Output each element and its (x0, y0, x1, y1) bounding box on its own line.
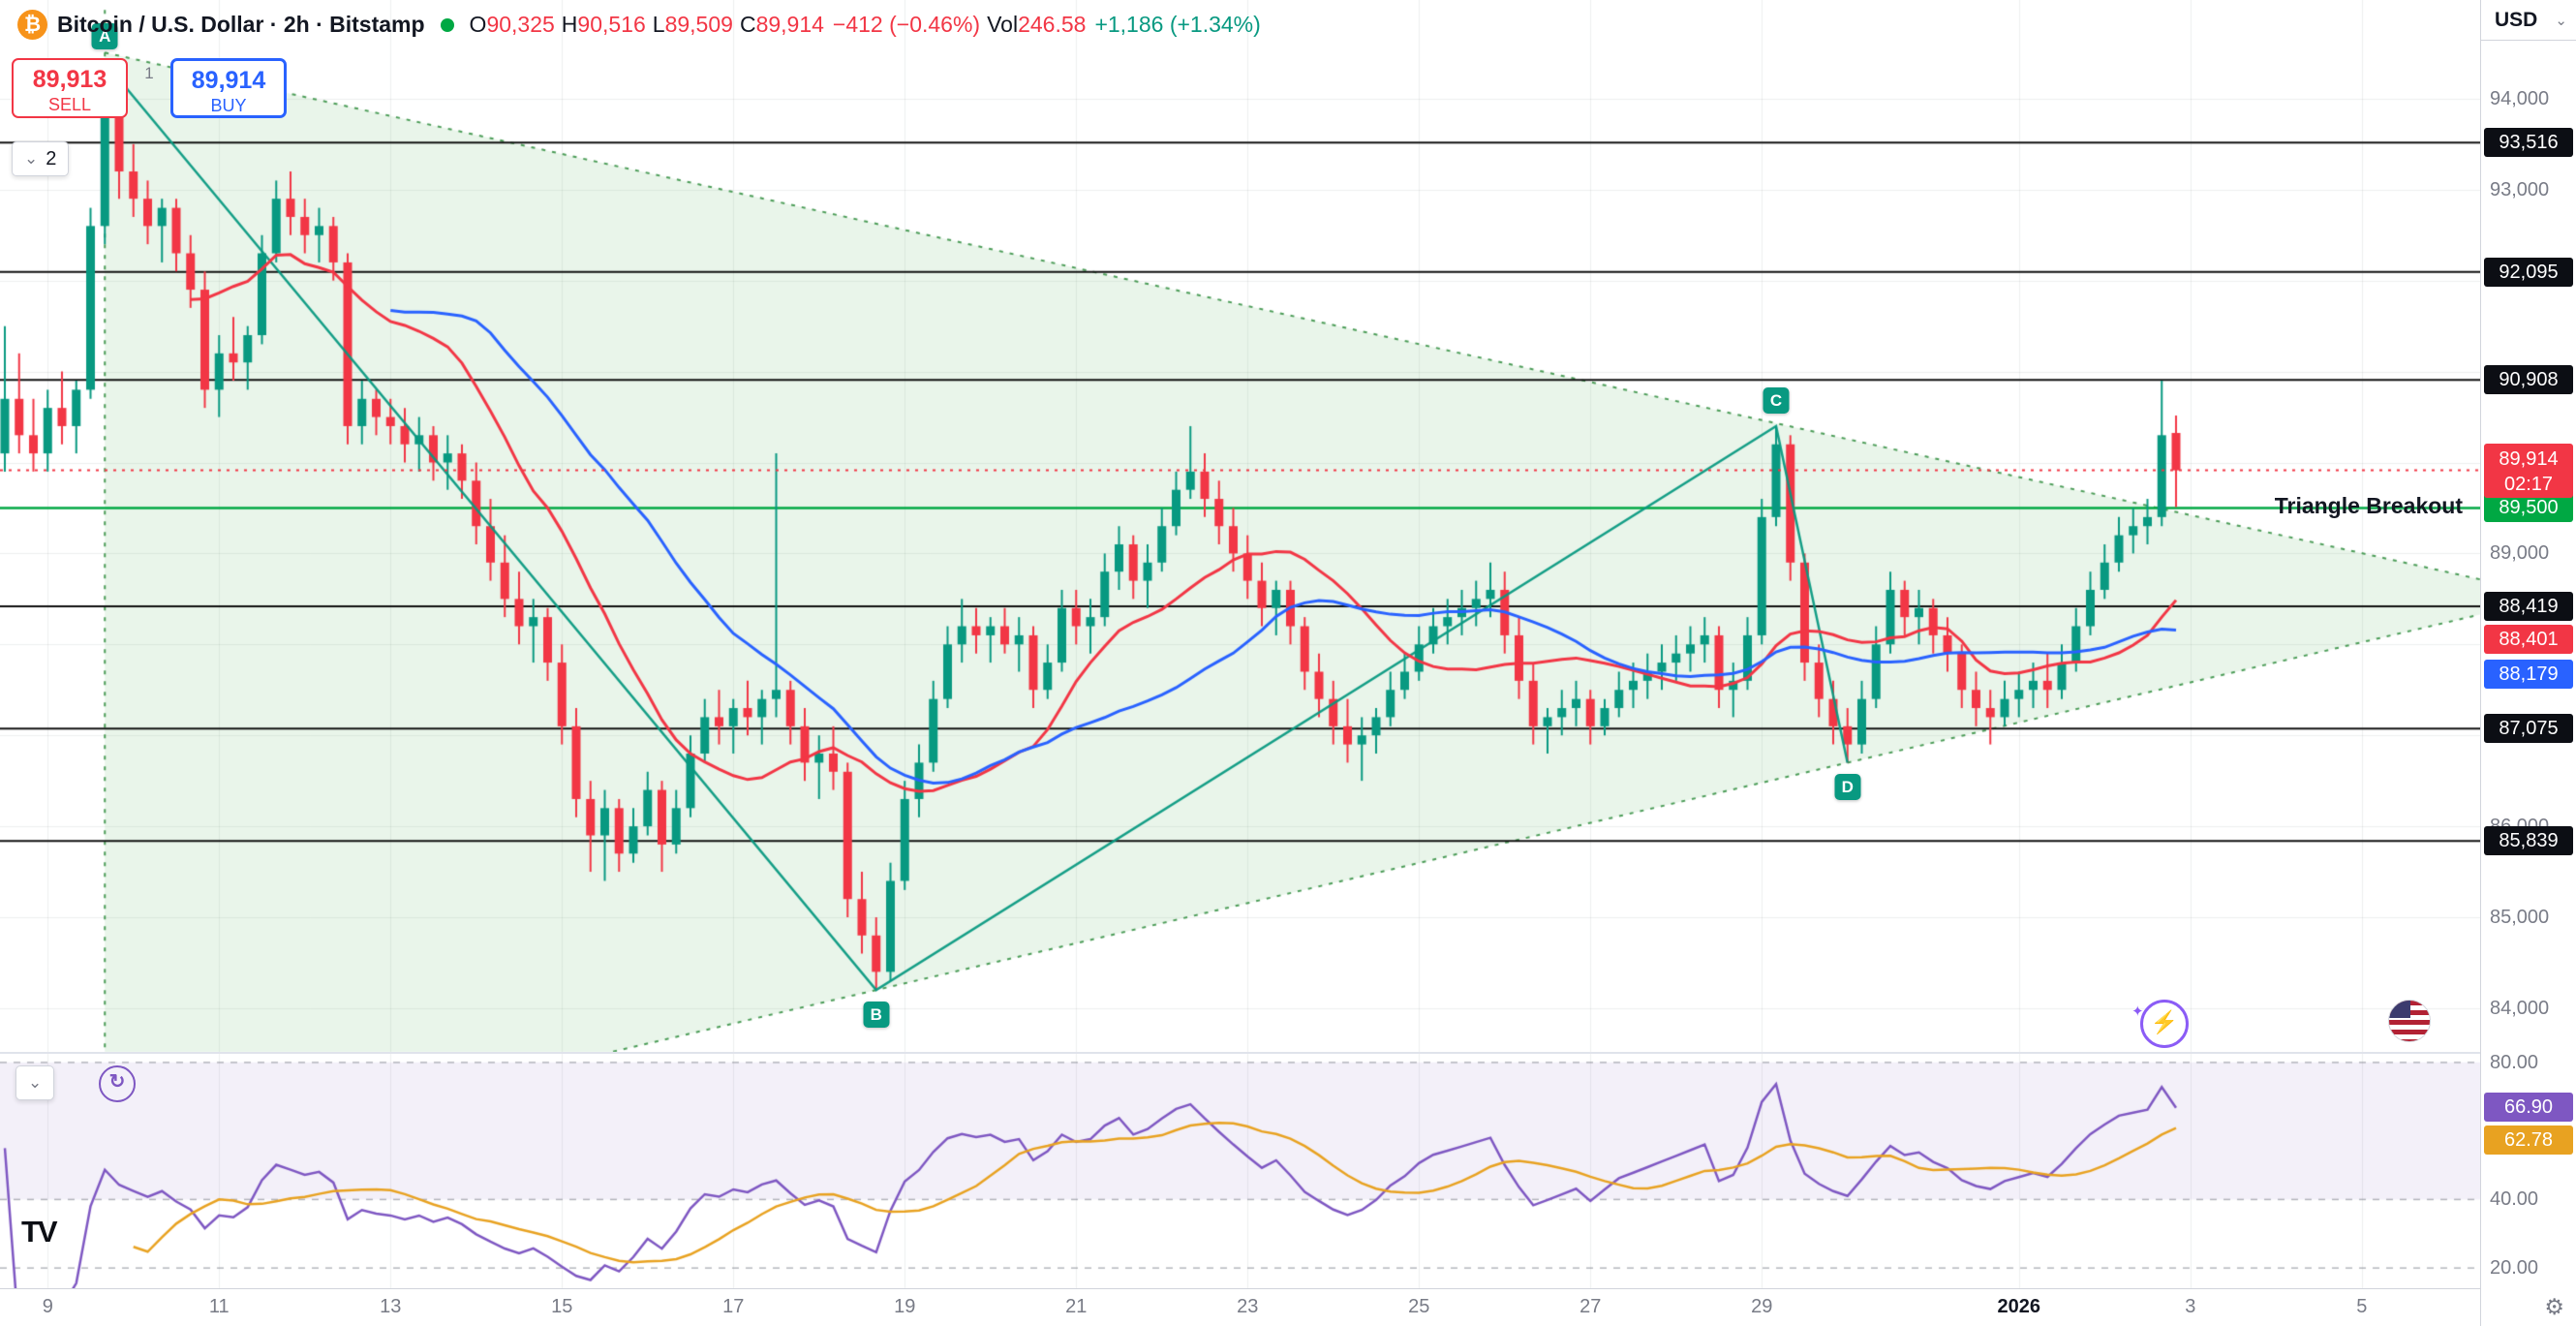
triangle-breakout-label[interactable]: Triangle Breakout (2274, 493, 2463, 519)
bitcoin-icon: ₿ (17, 10, 47, 40)
sell-label: SELL (47, 95, 92, 114)
currency-label: USD (2495, 8, 2538, 31)
open-label: O (469, 12, 487, 37)
buy-button[interactable]: 89,914 BUY (170, 58, 287, 118)
time-axis-label: 17 (722, 1296, 745, 1317)
pattern-point-A[interactable]: A (91, 23, 118, 50)
time-axis-label: 3 (2185, 1296, 2196, 1317)
sell-price: 89,913 (32, 66, 107, 93)
bolt-glyph: ⚡ (2150, 1009, 2179, 1034)
time-axis[interactable]: 9 11 13 15 17 19 21 23 25 27 29 2026 3 5 (0, 1288, 2576, 1326)
pane-divider[interactable] (0, 1052, 2576, 1054)
price-level-label: 92,095 (2484, 257, 2573, 287)
buy-label: BUY (210, 96, 247, 115)
price-level-label: 87,075 (2484, 714, 2573, 744)
ma-fast-value-label: 88,401 (2484, 624, 2573, 654)
price-axis-label: 93,000 (2490, 178, 2550, 200)
price-axis-label: 85,000 (2490, 907, 2550, 929)
change-value: −412 (−0.46%) (832, 12, 981, 37)
ohlc-readout: O90,325 H90,516 L89,509 C89,914 −412 (−0… (470, 12, 1261, 38)
sparkle-glyph: ✦ (2131, 1003, 2144, 1020)
symbol-title[interactable]: Bitcoin / U.S. Dollar · 2h · Bitstamp (57, 12, 425, 37)
time-axis-label: 5 (2356, 1296, 2368, 1317)
time-axis-label: 29 (1751, 1296, 1773, 1317)
current-price-label: 89,914 02:17 (2484, 443, 2573, 498)
currency-button[interactable]: USD ⌄ (2481, 0, 2576, 41)
oscillator-refresh-icon[interactable]: ↻ (99, 1065, 136, 1102)
oscillator-slow-value-label: 62.78 (2484, 1126, 2573, 1156)
oscillator-collapse-button[interactable]: ⌄ (15, 1065, 55, 1100)
time-axis-label: 11 (208, 1296, 230, 1317)
time-axis-label: 21 (1065, 1296, 1088, 1317)
time-axis-label: 25 (1408, 1296, 1430, 1317)
symbol-header: ₿ Bitcoin / U.S. Dollar · 2h · Bitstamp … (17, 10, 1261, 40)
time-axis-label: 2026 (1997, 1296, 2041, 1317)
tradingview-logo[interactable]: TV (21, 1215, 58, 1249)
indicator-axis-label: 40.00 (2490, 1188, 2539, 1211)
trade-widget: 89,913 SELL 89,914 BUY 1 (12, 58, 287, 118)
sell-button[interactable]: 89,913 SELL (12, 58, 128, 118)
time-axis-label: 19 (894, 1296, 916, 1317)
pattern-point-D[interactable]: D (1834, 774, 1861, 801)
time-axis-label: 9 (42, 1296, 53, 1317)
buy-price: 89,914 (191, 67, 266, 94)
price-axis-label: 94,000 (2490, 87, 2550, 109)
price-level-label: 90,908 (2484, 365, 2573, 395)
close-value: 89,914 (755, 12, 824, 37)
indicator-axis-label: 20.00 (2490, 1257, 2539, 1280)
us-flag-icon[interactable] (2388, 1000, 2431, 1042)
breakout-price-label: 89,500 (2484, 493, 2573, 523)
price-level-label: 88,419 (2484, 591, 2573, 621)
time-axis-label: 13 (380, 1296, 402, 1317)
lightning-icon[interactable]: ⚡ ✦ (2131, 1000, 2189, 1048)
ma-slow-value-label: 88,179 (2484, 659, 2573, 689)
chevron-down-icon: ⌄ (2555, 12, 2567, 29)
low-value: 89,509 (664, 12, 733, 37)
oscillator-fast-value-label: 66.90 (2484, 1093, 2573, 1123)
indicator-axis-label: 80.00 (2490, 1051, 2539, 1073)
high-label: H (561, 12, 578, 37)
spread-value: 1 (144, 64, 154, 82)
time-axis-label: 27 (1579, 1296, 1602, 1317)
time-axis-label: 15 (551, 1296, 573, 1317)
volume-value: 246.58 (1018, 12, 1087, 37)
volume-label: Vol (987, 12, 1019, 37)
price-pane-overlay: ₿ Bitcoin / U.S. Dollar · 2h · Bitstamp … (12, 10, 2463, 1249)
high-value: 90,516 (577, 12, 646, 37)
price-axis[interactable]: USD ⌄ ⚙ 94,00093,00089,00086,00085,00084… (2480, 0, 2576, 1326)
volume-change-value: +1,186 (+1.34%) (1094, 12, 1261, 37)
open-value: 90,325 (486, 12, 555, 37)
time-axis-label: 23 (1237, 1296, 1259, 1317)
chevron-down-icon: ⌄ (28, 1073, 43, 1092)
price-chart-canvas[interactable] (0, 0, 2480, 1288)
pattern-point-B[interactable]: B (863, 1002, 890, 1029)
axis-settings-icon[interactable]: ⚙ (2544, 1294, 2564, 1319)
price-axis-label: 89,000 (2490, 542, 2550, 565)
chevron-down-icon: ⌄ (24, 149, 39, 168)
close-label: C (739, 12, 756, 37)
collapsed-count: 2 (46, 147, 57, 170)
indicators-collapse-button[interactable]: ⌄ 2 (12, 141, 70, 176)
market-status-dot (440, 17, 454, 32)
low-label: L (652, 12, 665, 37)
price-level-label: 93,516 (2484, 128, 2573, 158)
price-axis-label: 84,000 (2490, 997, 2550, 1019)
price-level-label: 85,839 (2484, 826, 2573, 856)
pattern-point-C[interactable]: C (1763, 386, 1790, 414)
